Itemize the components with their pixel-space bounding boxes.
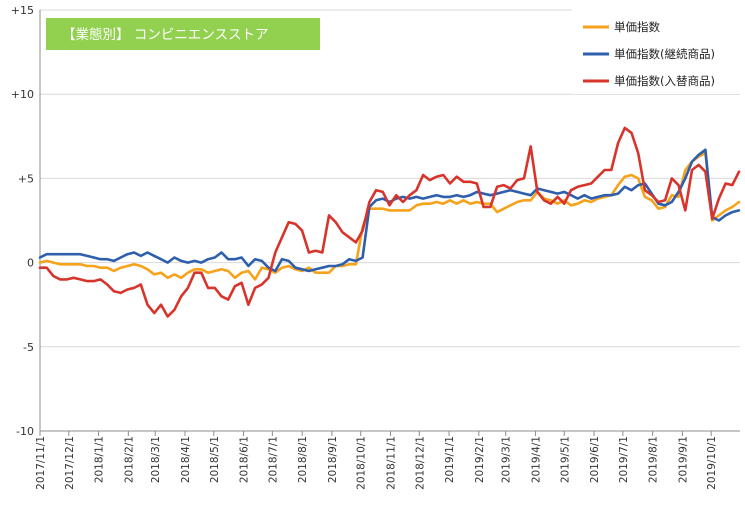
x-tick-label: 2019/4/1 bbox=[530, 436, 542, 483]
series-lines bbox=[38, 126, 741, 318]
y-axis-ticks: +15 +10 +5 0 -5 -10 bbox=[11, 4, 34, 438]
y-tick-label: +5 bbox=[18, 172, 34, 185]
x-tick-label: 2019/5/1 bbox=[559, 436, 571, 483]
x-tick-label: 2018/8/1 bbox=[297, 436, 309, 483]
y-tick-label: 0 bbox=[27, 257, 34, 270]
y-tick-label: -10 bbox=[16, 425, 34, 438]
legend-label: 単価指数(入替商品) bbox=[614, 74, 715, 88]
x-tick-label: 2018/2/1 bbox=[123, 436, 135, 483]
x-tick-label: 2019/2/1 bbox=[474, 436, 486, 483]
x-tick-label: 2018/11/1 bbox=[385, 436, 397, 490]
chart-title: 【業態別】 コンビニエンスストア bbox=[46, 18, 320, 50]
x-tick-label: 2019/10/1 bbox=[706, 436, 718, 490]
legend-label: 単価指数 bbox=[614, 20, 660, 34]
x-tick-label: 2018/1/1 bbox=[94, 436, 106, 483]
x-tick-label: 2018/5/1 bbox=[209, 436, 221, 483]
x-tick-label: 2019/6/1 bbox=[589, 436, 601, 483]
x-tick-label: 2018/6/1 bbox=[239, 436, 251, 483]
series-line-2 bbox=[38, 148, 741, 273]
y-tick-label: -5 bbox=[23, 341, 34, 354]
x-tick-label: 2017/12/1 bbox=[64, 436, 76, 490]
x-tick-label: 2018/9/1 bbox=[327, 436, 339, 483]
x-tick-label: 2017/11/1 bbox=[35, 436, 47, 490]
chart-title-text: 【業態別】 コンビニエンスストア bbox=[62, 27, 269, 43]
x-tick-label: 2019/8/1 bbox=[648, 436, 660, 483]
x-tick-label: 2018/4/1 bbox=[180, 436, 192, 483]
series-line-3 bbox=[38, 126, 741, 318]
x-tick-label: 2018/7/1 bbox=[267, 436, 279, 483]
x-tick-label: 2019/7/1 bbox=[618, 436, 630, 483]
x-tick-label: 2018/3/1 bbox=[150, 436, 162, 483]
x-tick-label: 2018/10/1 bbox=[356, 436, 368, 490]
legend-label: 単価指数(継続商品) bbox=[614, 47, 715, 61]
x-tick-label: 2019/3/1 bbox=[501, 436, 513, 483]
y-tick-label: +15 bbox=[11, 4, 34, 17]
y-tick-label: +10 bbox=[11, 88, 34, 101]
series-line-1 bbox=[38, 151, 741, 281]
x-tick-label: 2018/12/1 bbox=[414, 436, 426, 490]
chart-title-background bbox=[46, 18, 320, 50]
x-tick-label: 2019/1/1 bbox=[444, 436, 456, 483]
x-axis-ticks: 2017/11/1 2017/12/1 2018/1/1 2018/2/1 2018/3… bbox=[35, 431, 718, 490]
x-tick-label: 2019/9/1 bbox=[677, 436, 689, 483]
